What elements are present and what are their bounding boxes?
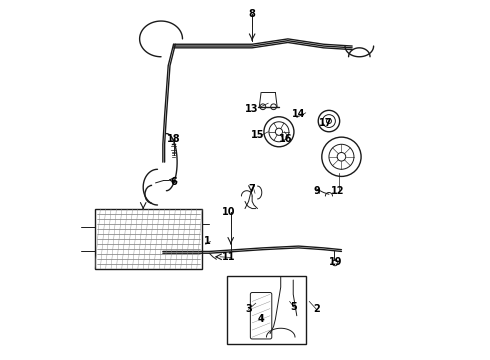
Text: 8: 8 — [249, 9, 256, 19]
Text: 13: 13 — [245, 104, 259, 113]
Text: 1: 1 — [204, 236, 211, 246]
Bar — [227, 276, 306, 344]
Text: 11: 11 — [222, 252, 236, 262]
Text: 16: 16 — [279, 134, 293, 144]
Text: 15: 15 — [251, 130, 264, 140]
Text: 3: 3 — [245, 303, 252, 314]
Text: 17: 17 — [318, 118, 332, 128]
Bar — [95, 208, 202, 269]
Text: 18: 18 — [167, 134, 180, 144]
Text: 2: 2 — [313, 303, 320, 314]
Text: 9: 9 — [313, 186, 320, 196]
Text: 4: 4 — [258, 314, 265, 324]
Text: 14: 14 — [292, 109, 305, 119]
Text: 12: 12 — [331, 186, 344, 196]
Text: 5: 5 — [290, 302, 296, 312]
Text: 6: 6 — [170, 177, 177, 187]
Text: 19: 19 — [329, 257, 343, 267]
Text: 10: 10 — [222, 207, 236, 217]
Text: 7: 7 — [249, 184, 255, 194]
